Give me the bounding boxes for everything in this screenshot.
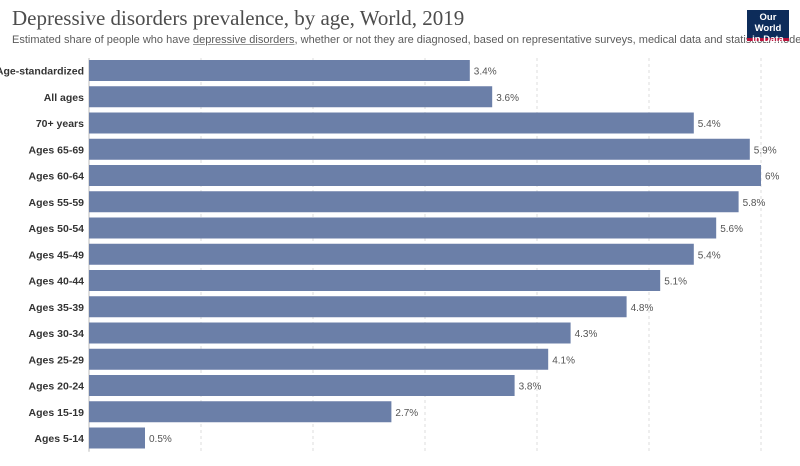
bars [89,60,761,449]
value-label: 4.8% [631,303,654,314]
value-label: 5.8% [743,198,766,209]
category-label: Age-standardized [0,66,84,78]
bar[interactable] [89,322,571,344]
owid-logo[interactable]: Our World in Data [747,10,789,45]
category-label: 70+ years [36,118,84,130]
bar[interactable] [89,217,717,239]
value-label: 5.1% [664,277,687,288]
value-label: 3.6% [496,93,519,104]
category-label: Ages 50-54 [29,223,85,235]
bar[interactable] [89,375,515,396]
value-label: 5.4% [698,250,721,261]
chart-title: Depressive disorders prevalence, by age,… [12,6,465,30]
category-label: Ages 45-49 [29,249,85,261]
subtitle-text-after: , whether or not they are diagnosed, bas… [294,34,800,46]
bar[interactable] [89,401,392,423]
category-label: All ages [44,92,84,104]
logo-line-2: in Data [752,34,784,45]
bar[interactable] [89,348,549,370]
bar[interactable] [89,427,145,449]
value-label: 2.7% [395,408,418,419]
bar[interactable] [89,60,470,81]
bar[interactable] [89,270,661,291]
category-label: Ages 55-59 [29,197,85,209]
value-label: 6% [765,172,780,183]
labels: Age-standardized 3.4% All ages 3.6% 70+ year… [0,66,780,446]
category-label: Ages 15-19 [29,407,85,419]
category-label: Ages 65-69 [29,144,85,156]
value-label: 5.6% [720,224,743,235]
bar[interactable] [89,243,694,265]
bar[interactable] [89,138,750,160]
category-label: Ages 60-64 [29,171,85,183]
value-label: 0.5% [149,434,172,445]
category-label: Ages 30-34 [29,328,85,340]
category-label: Ages 5-14 [34,433,84,445]
category-label: Ages 35-39 [29,302,85,314]
subtitle-text-before: Estimated share of people who have [12,34,194,46]
value-label: 5.4% [698,119,721,130]
bar[interactable] [89,191,739,213]
bar[interactable] [89,112,694,134]
category-label: Ages 25-29 [29,354,85,366]
bar[interactable] [89,296,627,318]
value-label: 3.4% [474,67,497,78]
value-label: 3.8% [519,382,542,393]
category-label: Ages 40-44 [29,276,85,288]
depressive-disorders-link[interactable]: depressive disorders [193,34,295,46]
bar[interactable] [89,86,493,108]
value-label: 4.3% [575,329,598,340]
logo-line-1: Our World [754,12,782,34]
value-label: 4.1% [552,355,575,366]
value-label: 5.9% [754,145,777,156]
chart-subtitle: Estimated share of people who have depre… [12,34,800,46]
bar[interactable] [89,165,761,186]
category-label: Ages 20-24 [29,381,85,393]
